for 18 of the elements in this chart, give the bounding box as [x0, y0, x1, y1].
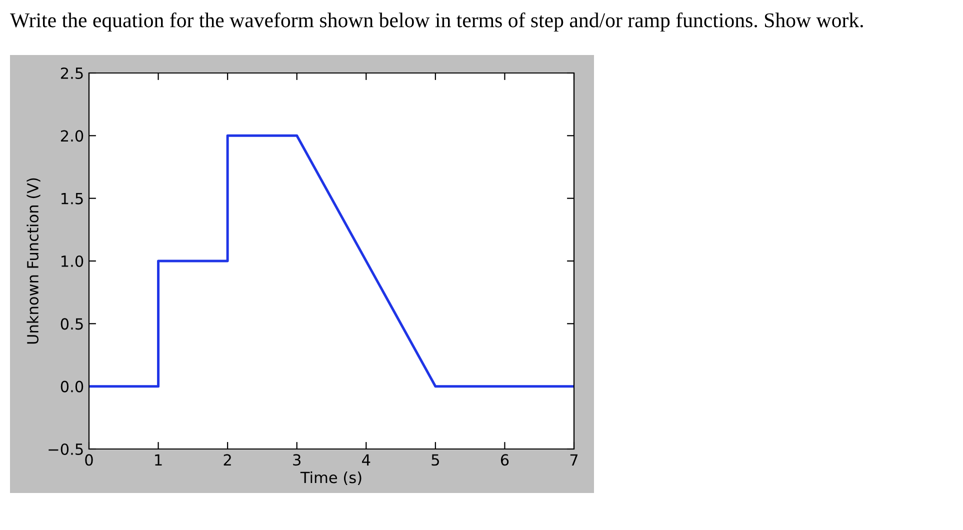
- x-tick-label: 2: [224, 454, 231, 466]
- x-tick-label: 6: [500, 454, 509, 466]
- x-tick-label: 5: [432, 454, 439, 466]
- chart-title: Write the equation for the waveform shown below in terms of step and/or ramp functions. Show work.: [10, 12, 863, 32]
- y-axis-title: Unknown Function (V): [26, 178, 40, 344]
- y-tick-label: 1.0: [62, 255, 84, 268]
- x-tick-label: 3: [293, 454, 300, 466]
- y-tick-label: −0.5: [48, 443, 83, 456]
- y-tick-label: 0.0: [60, 380, 84, 392]
- y-tick-label: 0.5: [60, 318, 83, 330]
- x-tick-label: 1: [155, 454, 162, 466]
- x-tick-label: 7: [570, 454, 578, 466]
- x-axis-title: Time (s): [300, 471, 362, 486]
- x-tick-label: 4: [362, 454, 370, 466]
- y-tick-label: 2.0: [60, 130, 84, 142]
- y-tick-label: 1.5: [62, 193, 83, 204]
- y-tick-label: 2.5: [60, 67, 83, 80]
- x-tick-label: 0: [85, 454, 93, 466]
